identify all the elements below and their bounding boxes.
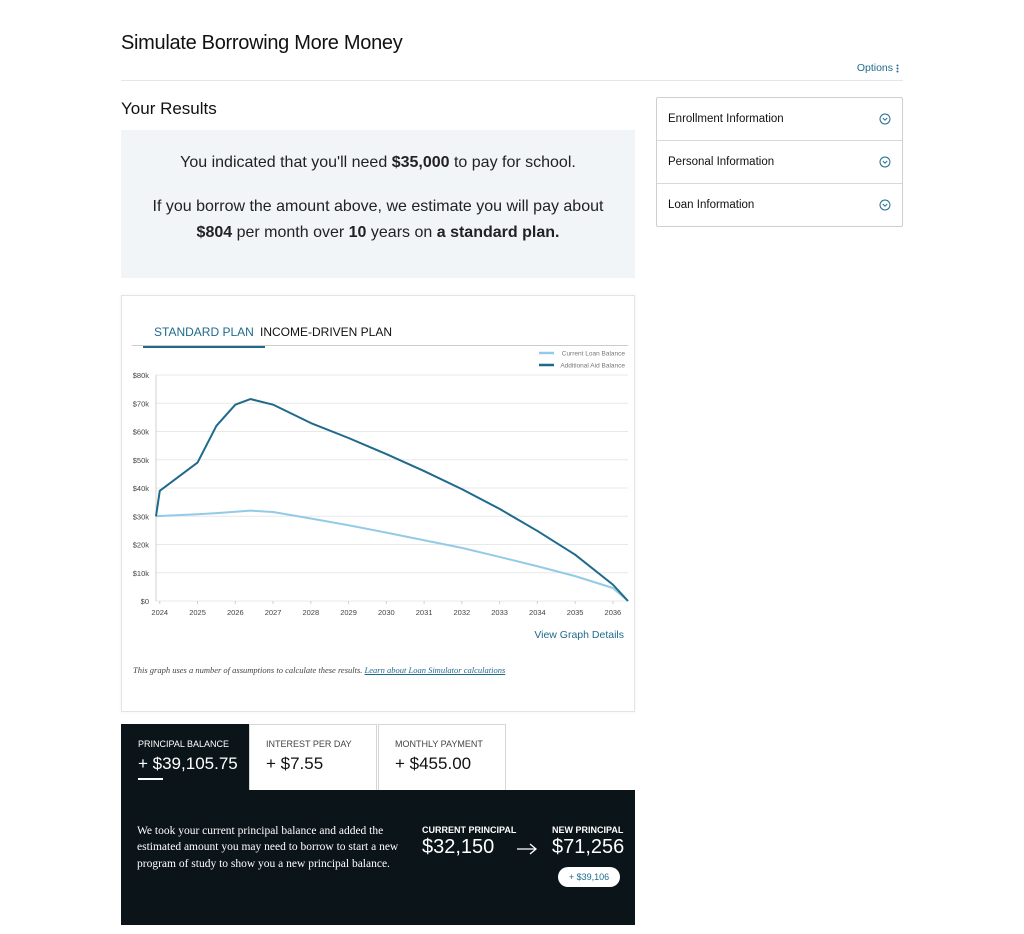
x-tick-label: 2027: [265, 608, 282, 617]
chart: $0 $10k $20k $30k $40k $50k $60k $70k $80k 2024 20…: [133, 351, 629, 617]
active-underline: [138, 778, 163, 780]
page-title: Simulate Borrowing More Money: [121, 32, 403, 54]
arrow-icon: [517, 843, 538, 855]
accordion-label: Personal Information: [668, 156, 775, 168]
metric-value: + $455.00: [395, 754, 472, 773]
x-tick-label: 2028: [302, 608, 319, 617]
options-icon: [896, 64, 899, 72]
x-tick-label: 2035: [567, 608, 584, 617]
legend-label: Additional Aid Balance: [560, 363, 625, 370]
y-tick-label: $30k: [133, 512, 150, 521]
difference-pill: + $39,106: [558, 867, 620, 887]
summary-line: You indicated that you'll need $35,000 t…: [121, 154, 635, 172]
current-label: CURRENT PRINCIPAL: [422, 825, 517, 835]
chart-note: This graph uses a number of assumptions …: [133, 665, 505, 675]
chevron-icon: [879, 113, 891, 125]
x-tick-label: 2030: [378, 608, 395, 617]
summary-text: per month over: [236, 224, 345, 241]
accordion-item[interactable]: Loan Information: [657, 183, 902, 226]
current-value: $32,150: [422, 836, 495, 858]
summary-box: You indicated that you'll need $35,000 t…: [121, 130, 635, 278]
y-tick-label: $50k: [133, 456, 150, 465]
note-link[interactable]: Learn about Loan Simulator calculations: [364, 665, 506, 675]
x-tick-label: 2036: [605, 608, 622, 617]
explanation-text: We took your current principal balance a…: [137, 825, 399, 870]
metric-tab[interactable]: INTEREST PER DAY + $7.55: [249, 724, 377, 790]
metric-tab[interactable]: PRINCIPAL BALANCE + $39,105.75: [121, 724, 249, 790]
accordion-label: Enrollment Information: [668, 113, 784, 125]
metric-tab[interactable]: MONTHLY PAYMENT + $455.00: [378, 724, 506, 790]
plan-tab[interactable]: INCOME-DRIVEN PLAN: [260, 325, 393, 339]
summary-text: to pay for school.: [453, 154, 576, 171]
metric-label: MONTHLY PAYMENT: [395, 739, 483, 749]
chart-card: STANDARD PLAN INCOME-DRIVEN PLAN $0 $10k $…: [121, 295, 635, 712]
y-tick-label: $80k: [133, 371, 150, 380]
new-value: $71,256: [552, 836, 625, 858]
y-tick-label: $70k: [133, 399, 150, 408]
plan-tab[interactable]: STANDARD PLAN: [143, 325, 265, 348]
summary-years: 10: [348, 224, 367, 241]
x-tick-label: 2024: [151, 608, 168, 617]
explanation-panel: We took your current principal balance a…: [121, 790, 635, 925]
metric-label: INTEREST PER DAY: [266, 739, 352, 749]
accordion-item[interactable]: Personal Information: [657, 140, 902, 183]
metric-label: PRINCIPAL BALANCE: [138, 739, 230, 749]
divider: [121, 80, 903, 81]
accordion-label: Loan Information: [668, 199, 755, 211]
y-tick-label: $40k: [133, 484, 150, 493]
x-tick-label: 2034: [529, 608, 546, 617]
summary-payment: $804: [196, 224, 233, 241]
x-tick-label: 2026: [227, 608, 244, 617]
x-tick-label: 2033: [491, 608, 508, 617]
options-label: Options: [856, 62, 893, 74]
x-tick-label: 2025: [189, 608, 206, 617]
metric-value: + $39,105.75: [138, 754, 238, 773]
x-tick-label: 2029: [340, 608, 357, 617]
y-tick-label: $0: [141, 597, 149, 606]
legend-label: Current Loan Balance: [562, 351, 626, 358]
section-heading: Your Results: [121, 99, 217, 118]
y-tick-label: $20k: [133, 541, 150, 550]
summary-line: If you borrow the amount above, we estim…: [152, 198, 604, 215]
accordion: Enrollment Information Personal Informat…: [656, 97, 903, 227]
chevron-icon: [879, 199, 891, 211]
x-tick-label: 2031: [416, 608, 433, 617]
options-button[interactable]: Options: [857, 62, 899, 74]
summary-amount: $35,000: [391, 154, 450, 171]
accordion-item[interactable]: Enrollment Information: [657, 98, 902, 140]
y-tick-label: $60k: [133, 428, 150, 437]
series-line: [155, 509, 629, 602]
series-line: [155, 398, 629, 602]
chevron-icon: [879, 156, 891, 168]
y-tick-label: $10k: [133, 569, 150, 578]
summary-line: $804 per month over 10 years on a standa…: [121, 224, 635, 242]
summary-plan: a standard plan.: [436, 224, 560, 241]
graph-details-link[interactable]: View Graph Details: [534, 629, 624, 641]
x-tick-label: 2032: [454, 608, 471, 617]
summary-text: years on: [370, 224, 433, 241]
metric-value: + $7.55: [266, 754, 324, 773]
new-label: NEW PRINCIPAL: [552, 825, 624, 835]
summary-text: You indicated that you'll need: [180, 154, 388, 171]
note-text: This graph uses a number of assumptions …: [133, 665, 363, 675]
tab-divider: [132, 345, 628, 346]
